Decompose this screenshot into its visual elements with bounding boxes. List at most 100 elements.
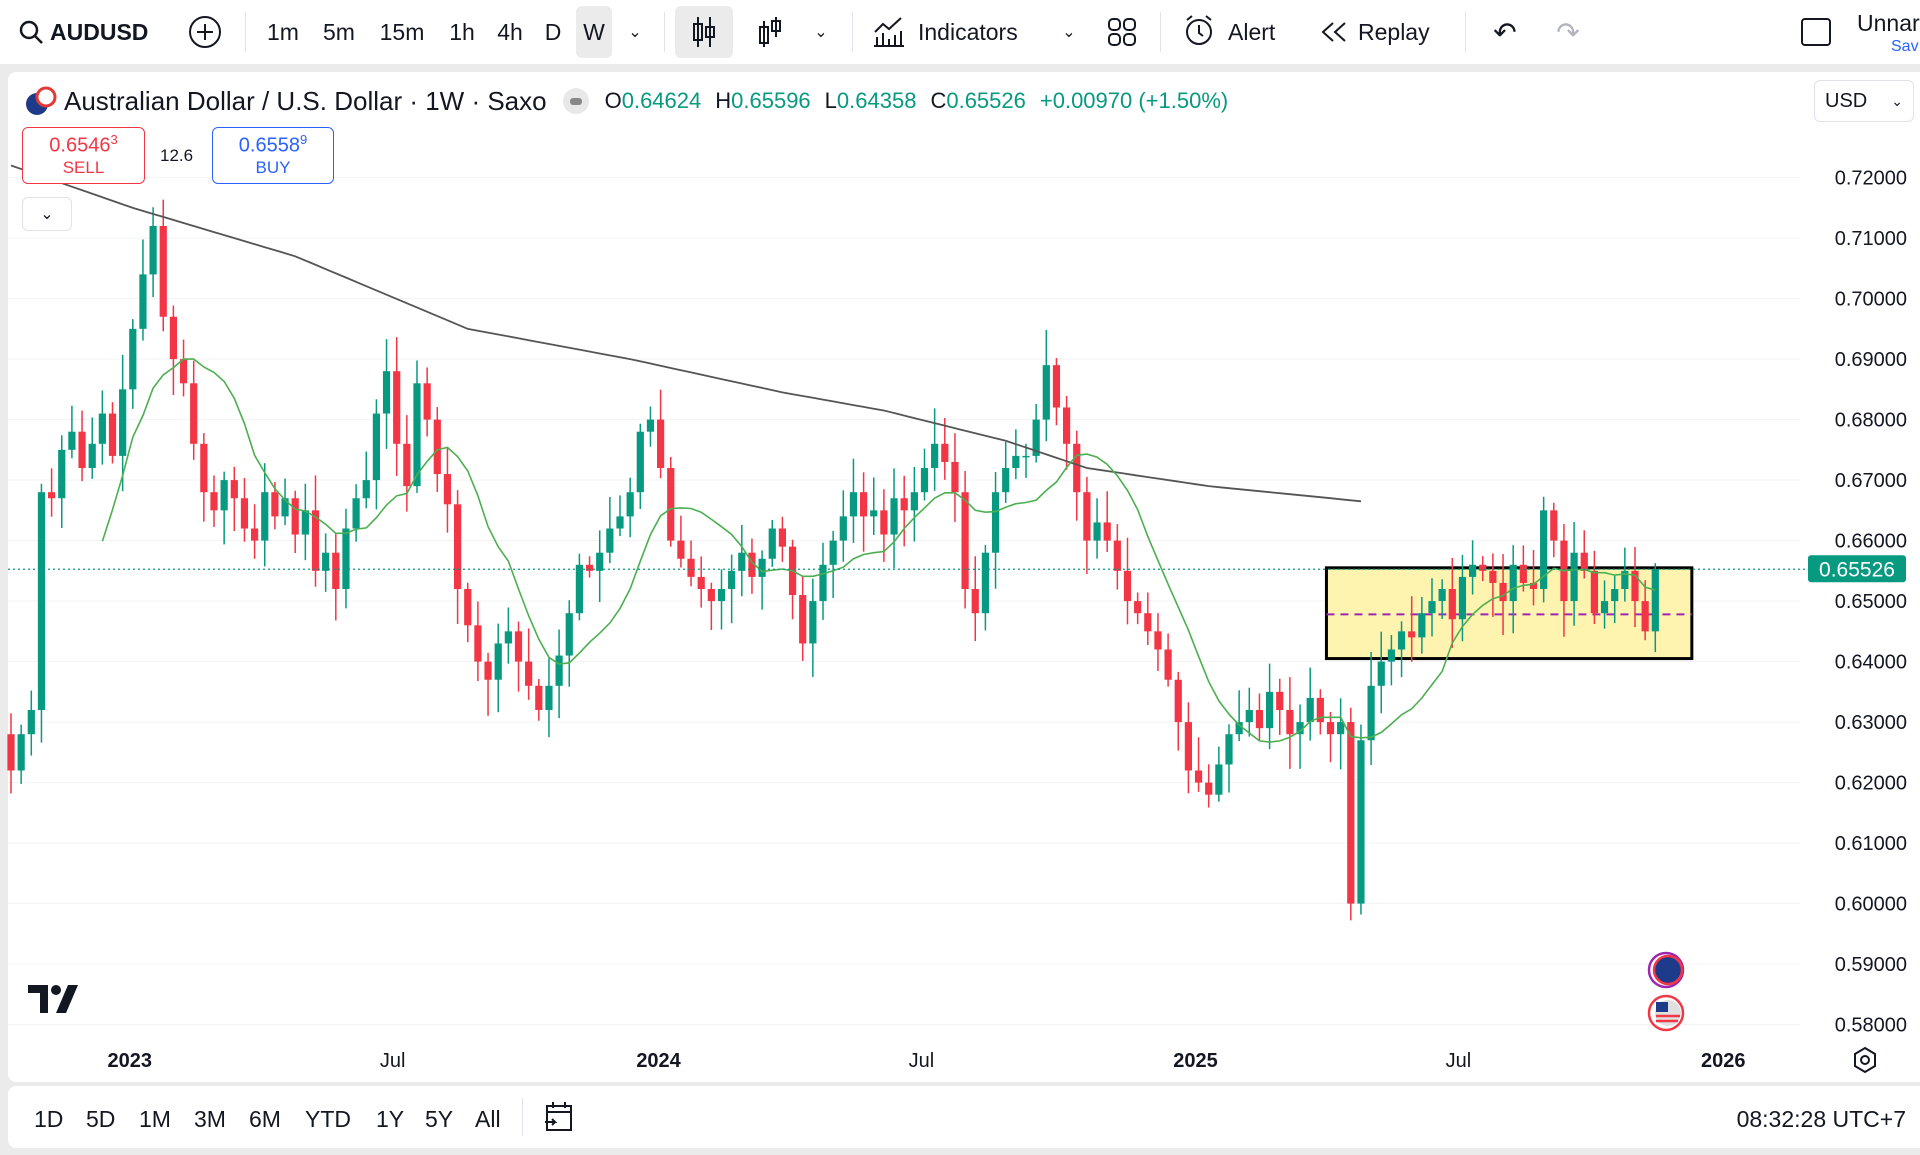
indicators-dropdown[interactable]: ⌄ (1054, 6, 1084, 58)
interval-15m[interactable]: 15m (372, 6, 432, 58)
buy-button[interactable]: 0.65589 BUY (212, 127, 334, 184)
tradingview-logo[interactable] (28, 982, 82, 1025)
buy-price-pip: 9 (299, 132, 308, 147)
price-tick-label: 0.61000 (1835, 833, 1907, 855)
chart-type-dropdown[interactable]: ⌄ (806, 6, 836, 58)
candle-body (667, 468, 675, 541)
range-rectangle[interactable] (1324, 566, 1694, 661)
calendar-goto-icon[interactable] (543, 1100, 575, 1134)
candle-body (1540, 510, 1548, 589)
symbol-search[interactable]: AUDUSD (18, 6, 148, 58)
candle-body (1367, 685, 1375, 741)
candle-body (179, 359, 188, 384)
candle-body (971, 589, 979, 614)
alert-button[interactable]: Alert (1182, 6, 1275, 58)
price-tick-label: 0.67000 (1835, 470, 1907, 492)
interval-1m[interactable]: 1m (258, 6, 308, 58)
candle-body (281, 498, 289, 517)
market-status-icon (569, 97, 582, 105)
candle-body (1469, 564, 1477, 577)
collapse-legend-button[interactable]: ⌄ (22, 197, 72, 231)
candle-body (129, 328, 137, 390)
time-axis[interactable]: 2023 Jul 2024 Jul 2025 Jul 2026 (108, 1050, 1746, 1072)
save-link[interactable]: Sav (1891, 38, 1919, 55)
interval-1h[interactable]: 1h (442, 6, 482, 58)
layouts-button[interactable] (1100, 6, 1144, 58)
last-price-text: 0.65526 (1819, 558, 1895, 581)
divider (522, 1098, 523, 1136)
candles-icon (693, 17, 715, 47)
interval-d[interactable]: D (538, 6, 568, 58)
candle-body (464, 589, 472, 626)
candle-body (545, 685, 553, 710)
candle-body (423, 383, 431, 420)
layout-name[interactable]: Unnar (1857, 10, 1920, 36)
sell-price: 0.6546 (49, 134, 111, 157)
range-1y[interactable]: 1Y (376, 1106, 405, 1132)
layout-menu-button[interactable] (1796, 6, 1836, 58)
candle-body (677, 540, 685, 559)
range-5d[interactable]: 5D (86, 1106, 116, 1132)
interval-dropdown[interactable]: ⌄ (620, 6, 650, 58)
candle-body (68, 431, 76, 450)
market-status-button[interactable] (562, 88, 589, 114)
undo-button[interactable]: ↶ (1485, 6, 1525, 58)
interval-label: 1m (267, 18, 299, 45)
redo-button[interactable]: ↷ (1548, 6, 1588, 58)
candle-body (525, 661, 533, 686)
range-1m[interactable]: 1M (139, 1106, 171, 1132)
candles-chart-type-button[interactable] (675, 6, 733, 58)
bottom-toolbar: 1D 5D 1M 3M 6M YTD 1Y 5Y All 08:32:28 UT… (8, 1086, 1920, 1148)
candle-body (1357, 740, 1365, 904)
divider (852, 12, 853, 52)
candle-body (1296, 722, 1304, 735)
candle-body (1621, 570, 1629, 589)
candle-body (393, 371, 401, 444)
buy-label: BUY (255, 157, 291, 177)
range-1d[interactable]: 1D (34, 1106, 64, 1132)
compare-button[interactable] (186, 6, 224, 58)
candle-body (626, 492, 634, 517)
price-tick-label: 0.66000 (1835, 531, 1907, 553)
candle-body (27, 710, 35, 735)
candle-body (1570, 552, 1578, 602)
price-tick-label: 0.70000 (1835, 289, 1907, 311)
range-5y[interactable]: 5Y (425, 1106, 454, 1132)
divider (1465, 12, 1466, 52)
sell-button[interactable]: 0.65463 SELL (22, 127, 145, 184)
candle-body (433, 419, 441, 475)
interval-w[interactable]: W (576, 6, 612, 58)
aud-event-icon[interactable] (1647, 951, 1685, 989)
candle-body (1641, 601, 1649, 632)
range-6m[interactable]: 6M (249, 1106, 281, 1132)
symbol-title[interactable]: Australian Dollar / U.S. Dollar · 1W · S… (64, 85, 547, 116)
buy-price: 0.6558 (238, 134, 300, 157)
usd-event-icon[interactable] (1647, 994, 1685, 1032)
range-ytd[interactable]: YTD (305, 1106, 351, 1132)
indicators-button[interactable]: Indicators (872, 6, 1018, 58)
price-tick-label: 0.71000 (1835, 228, 1907, 250)
replay-label: Replay (1358, 18, 1430, 45)
price-axis[interactable]: 0.72000 0.71000 0.70000 0.69000 0.68000 0.670… (1835, 168, 1907, 1037)
bar-type-button[interactable] (750, 6, 792, 58)
economic-events[interactable] (1642, 950, 1690, 1040)
chart-legend: Australian Dollar / U.S. Dollar · 1W · S… (24, 84, 1228, 118)
candle-body (1387, 649, 1395, 662)
clock[interactable]: 08:32:28 UTC+7 (1736, 1106, 1906, 1132)
range-3m[interactable]: 3M (194, 1106, 226, 1132)
candle-body (1499, 582, 1507, 602)
candle-body (1276, 691, 1284, 710)
candle-body (443, 474, 452, 505)
currency-select[interactable]: USD ⌄ (1814, 80, 1914, 122)
interval-label: 4h (497, 18, 523, 45)
candle-body (900, 498, 908, 511)
replay-button[interactable]: Replay (1320, 6, 1430, 58)
ma-slow-line (10, 164, 1362, 503)
settings-gear-icon[interactable] (1850, 1045, 1880, 1075)
interval-4h[interactable]: 4h (490, 6, 530, 58)
candle-body (1377, 661, 1385, 686)
range-all[interactable]: All (475, 1106, 501, 1132)
interval-5m[interactable]: 5m (314, 6, 364, 58)
candle-body (1225, 734, 1233, 765)
